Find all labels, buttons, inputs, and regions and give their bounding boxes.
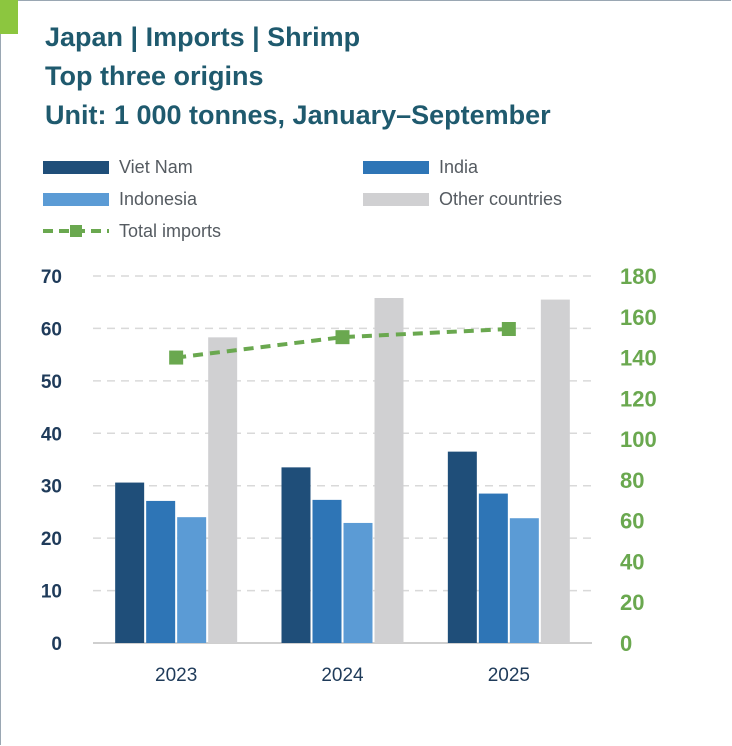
right-axis-tick-label: 60 [620,509,644,534]
left-axis-tick-label: 20 [41,529,62,550]
legend-item-other: Other countries [363,187,562,211]
legend-label-india: India [439,156,479,177]
left-axis-tick-label: 40 [41,424,62,445]
chart-unit: Unit: 1 000 tonnes, January–September [45,100,551,130]
left-axis-tick-label: 10 [41,582,62,603]
right-axis-tick-label: 0 [620,631,632,656]
bar-viet-nam [115,482,145,643]
right-axis-tick-label: 100 [620,427,657,452]
bar-indonesia [509,518,539,643]
corner-accent [0,0,18,34]
legend-line-total [43,225,109,237]
bar-india [478,493,508,643]
left-axis-tick-label: 30 [41,477,62,498]
bar-indonesia [343,522,373,643]
left-axis-tick-label: 70 [41,267,62,288]
bar-india [146,500,176,643]
chart-title: Japan | Imports | Shrimp [45,22,361,52]
left-axis-tick-label: 50 [41,372,62,393]
right-axis-tick-label: 80 [620,468,644,493]
legend-swatch-india [363,160,429,174]
bar-viet-nam [281,467,311,643]
bar-other-countries [208,337,238,643]
legend-label-total: Total imports [119,220,222,241]
total-imports-marker [169,350,184,365]
title-block: Japan | Imports | Shrimp Top three origi… [45,18,551,135]
x-axis-tick-label: 2024 [321,665,364,686]
legend-label-viet-nam: Viet Nam [119,156,193,177]
legend-swatch-viet-nam [43,160,109,174]
total-imports-line [175,327,509,360]
bar-indonesia [177,517,207,643]
legend-item-viet-nam: Viet Nam [43,155,193,179]
legend-label-other: Other countries [439,188,563,209]
bar-india [312,499,342,643]
legend-label-indonesia: Indonesia [119,188,198,209]
right-axis-tick-label: 40 [620,549,644,574]
right-axis-tick-label: 180 [620,264,657,289]
legend-swatch-indonesia [43,192,109,206]
left-axis-tick-label: 0 [51,634,62,655]
x-axis-tick-label: 2025 [488,665,530,686]
total-imports-marker [335,330,350,345]
right-axis-tick-label: 20 [620,590,644,615]
legend: Viet Nam India Indonesia Other countries… [0,0,732,250]
legend-item-total: Total imports [43,219,221,243]
chart-subtitle: Top three origins [45,61,264,91]
right-axis-tick-label: 160 [620,305,657,330]
left-axis-tick-label: 60 [41,319,62,340]
total-imports-marker [501,322,516,337]
bar-viet-nam [447,451,477,643]
legend-item-india: India [363,155,478,179]
legend-swatch-other [363,192,429,206]
x-axis-tick-label: 2023 [155,665,197,686]
bar-other-countries [374,298,404,643]
legend-item-indonesia: Indonesia [43,187,197,211]
bar-other-countries [540,299,570,643]
right-axis-tick-label: 120 [620,386,657,411]
right-axis-tick-label: 140 [620,346,657,371]
